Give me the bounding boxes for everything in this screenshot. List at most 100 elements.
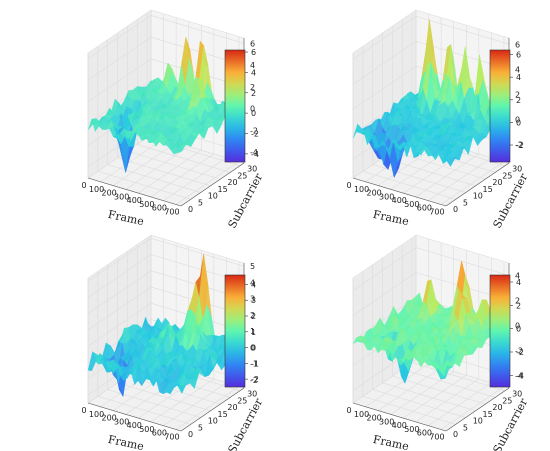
grid-line [415,378,480,423]
colorbar-tick-label: -2 [516,141,524,150]
colorbar-tick-label: 4 [251,68,256,77]
colorbar: -2 0 2 4 6 [489,49,524,163]
grid-line [411,362,506,391]
grid-line [392,150,486,180]
z-tick-label: 0 [250,343,255,352]
x-tick-label: 0 [346,406,351,415]
colorbar-tick-label: 2 [516,96,521,105]
axis-line [352,177,447,207]
y-tick-label: 20 [492,178,502,187]
grid-line [163,382,227,426]
grid-line [125,146,189,190]
y-tick-label: 25 [237,171,247,180]
surface-patch [177,385,186,394]
grid-line [87,270,152,314]
grid-line [382,382,476,412]
z-tick-label: 2 [515,297,520,306]
y-tick-label: 30 [512,165,522,174]
grid-line [87,15,152,59]
grid-line [87,286,152,331]
grid-line [127,150,221,180]
grid-line [112,142,177,186]
grid-line [137,144,231,173]
grid-line [87,302,152,347]
colorbar-tick-label: 3 [251,296,256,305]
x-tick-label: 100 [354,410,369,419]
x-axis-title: Frame [107,433,145,451]
x-tick-label: 400 [392,421,407,430]
grid-line [377,367,442,411]
axis-line [445,387,510,432]
x-tick-label: 300 [379,192,394,201]
y-tick-label: 15 [483,410,493,419]
z-tick-label: 4 [250,61,255,70]
colorbar-tick-label: 0 [516,325,521,334]
axis-line [87,402,182,432]
x-tick-label: 700 [164,207,179,216]
grid-line [97,395,191,425]
z-tick-label: -2 [250,126,258,135]
colorbar-tick-label: 6 [516,51,521,60]
colorbar-tick-label: 0 [516,118,521,127]
x-axis-title: Frame [372,433,410,451]
grid-line [428,157,492,201]
axis-line [352,402,447,432]
z-tick-label: 4 [515,272,520,281]
z-tick-label: 4 [250,278,255,287]
grid-line [117,382,211,412]
z-tick-label: -2 [515,140,523,149]
surface [352,19,510,178]
z-tick-label: 0 [515,115,520,124]
y-tick-label: 10 [473,192,483,201]
colorbar-bar [489,49,511,163]
colorbar: -4 -2 0 2 4 [489,274,524,388]
z-tick-label: -1 [250,360,258,369]
colorbar-tick-label: 4 [251,280,256,289]
x-tick-label: 300 [114,417,129,426]
grid-line [352,272,417,316]
grid-line [352,16,417,60]
grid-line [107,164,201,193]
colorbar-tick-label: 2 [251,312,256,321]
grid-line [138,149,202,194]
x-tick-label: 100 [354,185,369,194]
grid-line [87,134,152,179]
x-tick-label: 0 [81,406,86,415]
grid-line [150,237,245,267]
grid-line [150,15,245,44]
y-tick-label: 0 [453,205,458,214]
x-tick-label: 600 [417,429,432,438]
x-tick-label: 700 [164,432,179,441]
colorbar-tick-label: -2 [516,348,524,357]
z-tick-label: 3 [250,295,255,304]
grid-line [365,363,429,408]
z-tick-label: 1 [250,327,255,336]
y-tick-label: 20 [227,178,237,187]
x-tick-label: 700 [429,432,444,441]
x-tick-label: 500 [139,200,154,209]
x-tick-label: 100 [89,410,104,419]
grid-line [150,153,215,198]
x-axis-title: Frame [372,208,410,228]
x-tick-label: 200 [101,414,116,423]
colorbar-tick-label: -4 [251,150,259,159]
grid-line [428,382,492,426]
colorbar-tick-label: 0 [251,109,256,118]
grid-line [402,369,496,398]
colorbar-bar [489,274,511,388]
grid-line [372,389,466,418]
grid-line [362,395,456,425]
grid-line [352,247,417,291]
y-tick-label: 15 [483,185,493,194]
z-tick-label: -2 [250,376,258,385]
z-tick-label: -4 [515,372,523,381]
colorbar-tick-label: -2 [251,129,259,138]
x-tick-label: 300 [379,417,394,426]
grid-line [97,170,191,200]
z-tick-label: 0 [515,322,520,331]
grid-line [403,374,467,419]
colorbar-tick-label: -4 [516,371,524,380]
colorbar-tick-label: 2 [516,301,521,310]
axis-line [180,162,245,207]
